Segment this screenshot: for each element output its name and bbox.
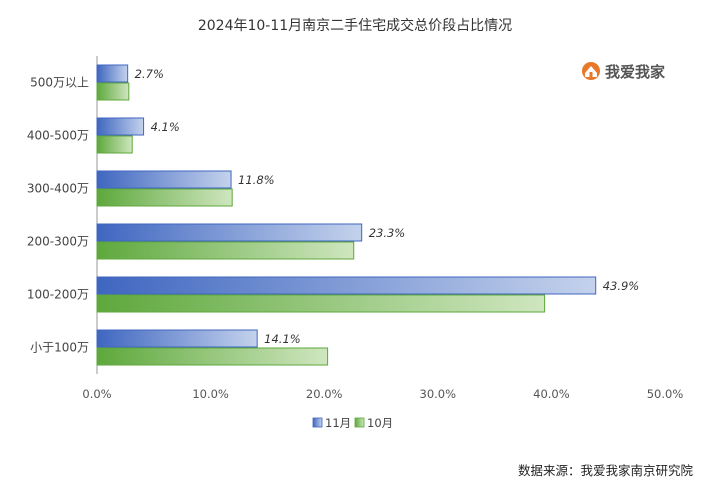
- category-label-200-300万: 200-300万: [27, 235, 89, 249]
- bars: [96, 64, 597, 366]
- data-label-11月-400-500万: 4.1%: [151, 120, 180, 134]
- category-label-400-500万: 400-500万: [27, 129, 89, 143]
- house-logo-icon: [582, 62, 600, 80]
- data-label-11月-100-200万: 43.9%: [603, 279, 640, 293]
- x-tick-label: 40.0%: [533, 387, 570, 401]
- x-tick-label: 10.0%: [192, 387, 229, 401]
- x-tick-label: 30.0%: [420, 387, 457, 401]
- legend: 11月 10月: [312, 416, 393, 430]
- legend-swatch-11月: [312, 417, 323, 428]
- legend-item-10月[interactable]: 10月: [354, 416, 393, 430]
- data-labels: 2.7% 4.1% 11.8% 23.3% 43.9% 14.1%: [135, 67, 640, 346]
- legend-swatch-10月: [354, 417, 365, 428]
- legend-label-11月: 11月: [325, 416, 351, 430]
- bar-11月-500万以上[interactable]: [96, 64, 129, 83]
- data-label-11月-300-400万: 11.8%: [238, 173, 275, 187]
- bar-11月-300-400万[interactable]: [96, 170, 232, 189]
- category-label-300-400万: 300-400万: [27, 182, 89, 196]
- chart-title: 2024年10-11月南京二手住宅成交总价段占比情况: [198, 17, 512, 34]
- category-labels: 500万以上 400-500万 300-400万 200-300万 100-200万小于…: [27, 76, 89, 355]
- x-tick-label: 50.0%: [647, 387, 684, 401]
- x-tick-label: 0.0%: [82, 387, 111, 401]
- category-label-100-200万: 100-200万: [27, 288, 89, 302]
- bar-10月-400-500万[interactable]: [96, 135, 133, 154]
- data-source: 数据来源：我爱我家南京研究院: [518, 463, 694, 478]
- legend-item-11月[interactable]: 11月: [312, 416, 351, 430]
- logo-text: 我爱我家: [605, 63, 665, 81]
- x-tick-label: 20.0%: [306, 387, 343, 401]
- bar-10月-200-300万[interactable]: [96, 241, 355, 260]
- data-label-11月-500万以上: 2.7%: [135, 67, 164, 81]
- bar-10月-300-400万[interactable]: [96, 188, 233, 207]
- x-axis-ticks: 0.0% 10.0% 20.0% 30.0% 40.0% 50.0%: [82, 387, 683, 401]
- bar-11月-100-200万[interactable]: [96, 276, 597, 295]
- category-label-小于100万: 小于100万: [30, 341, 89, 355]
- bar-11月-400-500万[interactable]: [96, 117, 145, 136]
- bar-11月-小于100万[interactable]: [96, 329, 258, 348]
- data-label-11月-200-300万: 23.3%: [369, 226, 406, 240]
- data-label-11月-小于100万: 14.1%: [264, 332, 301, 346]
- category-label-500万以上: 500万以上: [30, 76, 89, 90]
- brand-logo: 我爱我家: [582, 62, 665, 81]
- legend-label-10月: 10月: [367, 416, 393, 430]
- bar-11月-200-300万[interactable]: [96, 223, 363, 242]
- bar-10月-小于100万[interactable]: [96, 347, 329, 366]
- bar-10月-100-200万[interactable]: [96, 294, 546, 313]
- bar-10月-500万以上[interactable]: [96, 82, 130, 101]
